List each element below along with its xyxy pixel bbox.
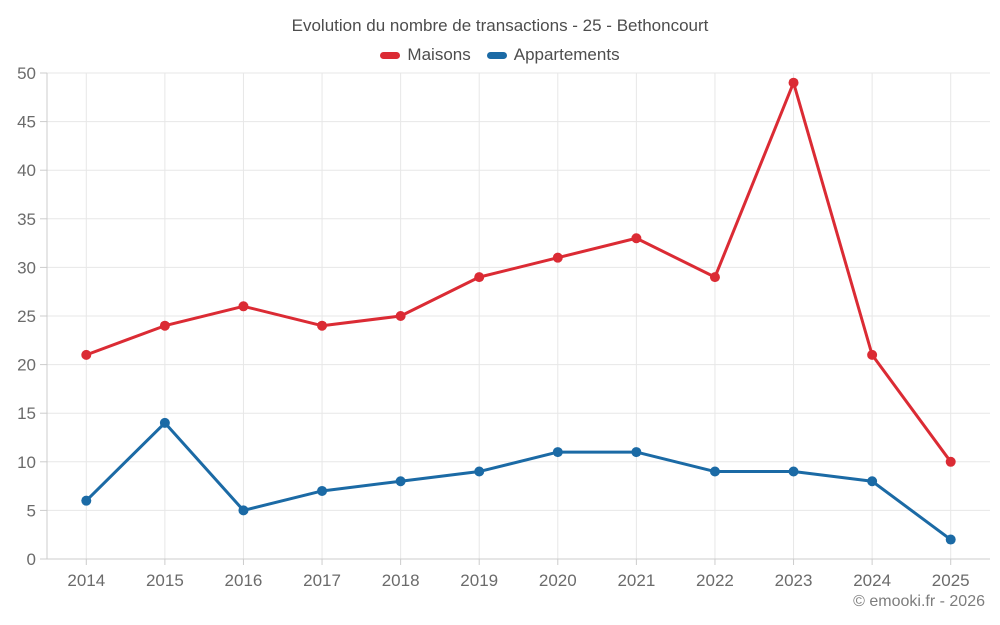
y-axis-label: 20 [17, 356, 36, 375]
x-axis-label: 2022 [696, 571, 734, 590]
data-point-appartements-2016[interactable] [238, 505, 249, 516]
data-point-maisons-2022[interactable] [709, 272, 720, 283]
y-axis-label: 40 [17, 161, 36, 180]
data-point-maisons-2021[interactable] [631, 233, 642, 244]
legend-label: Appartements [513, 45, 620, 64]
data-point-appartements-2018[interactable] [395, 476, 406, 487]
y-axis-label: 25 [17, 307, 36, 326]
data-point-maisons-2025[interactable] [945, 456, 956, 467]
x-axis-label: 2015 [146, 571, 184, 590]
legend-swatch-appartements [486, 51, 507, 59]
x-axis-label: 2023 [775, 571, 813, 590]
y-axis-label: 50 [17, 64, 36, 83]
y-axis-label: 15 [17, 404, 36, 423]
x-axis-label: 2025 [932, 571, 970, 590]
y-axis-label: 35 [17, 210, 36, 229]
data-point-maisons-2017[interactable] [317, 320, 328, 331]
x-axis-label: 2024 [853, 571, 891, 590]
data-point-appartements-2022[interactable] [709, 466, 720, 477]
data-point-appartements-2023[interactable] [788, 466, 799, 477]
data-point-maisons-2016[interactable] [238, 301, 249, 312]
x-axis-label: 2016 [225, 571, 263, 590]
x-axis-label: 2020 [539, 571, 577, 590]
legend-label: Maisons [407, 45, 471, 64]
data-point-appartements-2025[interactable] [945, 534, 956, 545]
legend-item-maisons[interactable]: Maisons [380, 45, 471, 65]
data-point-maisons-2015[interactable] [159, 320, 170, 331]
legend-swatch-maisons [380, 51, 401, 59]
chart-legend: Maisons Appartements [0, 45, 1000, 65]
data-point-appartements-2021[interactable] [631, 447, 642, 458]
data-point-appartements-2017[interactable] [317, 485, 328, 496]
data-point-maisons-2020[interactable] [552, 252, 563, 263]
y-axis-label: 30 [17, 258, 36, 277]
chart-title: Evolution du nombre de transactions - 25… [291, 16, 709, 35]
y-axis-label: 5 [27, 501, 36, 520]
data-point-appartements-2019[interactable] [474, 466, 485, 477]
data-point-maisons-2024[interactable] [867, 349, 878, 360]
chart-header: Evolution du nombre de transactions - 25… [0, 16, 1000, 65]
y-axis-label: 45 [17, 113, 36, 132]
data-point-maisons-2023[interactable] [788, 77, 799, 88]
y-axis-label: 10 [17, 453, 36, 472]
x-axis-label: 2019 [460, 571, 498, 590]
x-axis-label: 2021 [617, 571, 655, 590]
legend-item-appartements[interactable]: Appartements [486, 45, 620, 65]
chart-footer-credit: © emooki.fr - 2026 [853, 593, 985, 610]
data-point-appartements-2015[interactable] [159, 417, 170, 428]
data-point-appartements-2020[interactable] [552, 447, 563, 458]
data-point-maisons-2018[interactable] [395, 311, 406, 321]
x-axis-label: 2017 [303, 571, 341, 590]
series-line-maisons [84, 81, 953, 464]
data-point-maisons-2019[interactable] [474, 272, 485, 283]
data-point-appartements-2014[interactable] [81, 495, 92, 506]
y-axis-label: 0 [27, 550, 36, 569]
data-point-maisons-2014[interactable] [81, 349, 92, 360]
x-axis-label: 2014 [67, 571, 105, 590]
data-point-appartements-2024[interactable] [867, 476, 878, 487]
series-line-appartements [84, 421, 953, 542]
x-axis-label: 2018 [382, 571, 420, 590]
